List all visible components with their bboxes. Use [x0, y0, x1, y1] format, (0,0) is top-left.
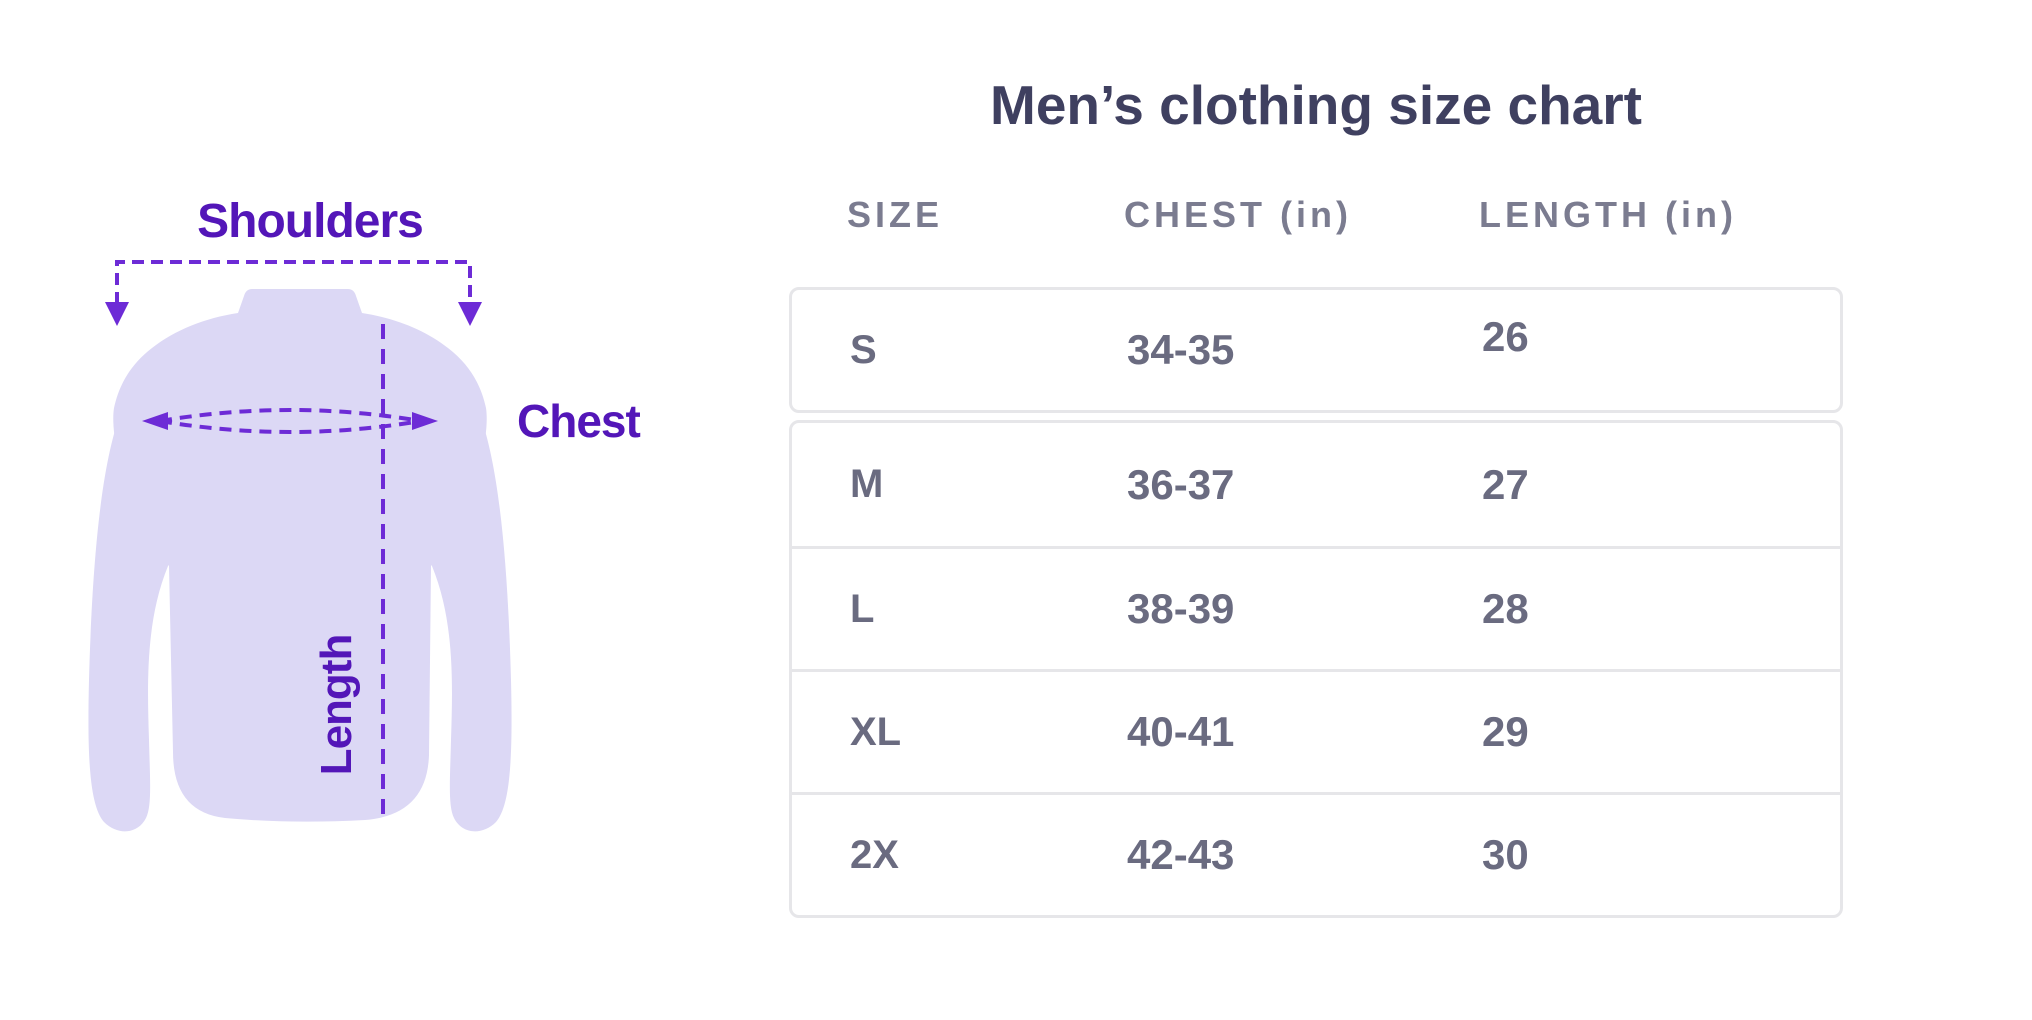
cell-chest: 40-41 [1127, 708, 1235, 755]
table-card-s: S 34-35 26 [789, 287, 1843, 413]
page-title: Men’s clothing size chart [990, 74, 1642, 136]
column-header-chest: CHEST (in) [1124, 194, 1352, 235]
table-card-rest: M 36-37 27 L 38-39 28 XL 40-41 29 2X 42-… [789, 420, 1843, 918]
shirt-body [113, 289, 487, 822]
shirt-measurement-diagram: Shoulders Chest Length [88, 195, 641, 832]
chest-label: Chest [517, 395, 640, 447]
chest-ellipse-bottom [159, 419, 422, 434]
table-row: S 34-35 26 [792, 290, 1840, 410]
cell-length: 30 [1482, 831, 1529, 878]
length-label: Length [312, 635, 361, 776]
chest-arrow-left [142, 412, 168, 430]
shoulders-label: Shoulders [197, 195, 423, 248]
cell-chest: 34-35 [1127, 326, 1235, 373]
column-header-length: LENGTH (in) [1479, 194, 1737, 235]
cell-chest: 42-43 [1127, 831, 1235, 878]
chest-arrow-right [412, 412, 438, 430]
cell-chest: 38-39 [1127, 585, 1235, 632]
cell-size: 2X [850, 832, 899, 877]
table-header-row: SIZE CHEST (in) LENGTH (in) [789, 194, 1843, 236]
cell-size: XL [850, 709, 902, 754]
shoulders-bracket-line [115, 260, 472, 304]
shoulders-arrow-left [105, 302, 129, 326]
cell-length: 29 [1482, 708, 1529, 755]
table-row: 2X 42-43 30 [792, 792, 1840, 915]
table-row: M 36-37 27 [792, 423, 1840, 546]
cell-length: 28 [1482, 585, 1529, 632]
cell-chest: 36-37 [1127, 460, 1235, 508]
shoulders-arrow-right [458, 302, 482, 326]
table-row: L 38-39 28 [792, 546, 1840, 669]
cell-size: S [850, 327, 877, 372]
cell-length: 27 [1482, 460, 1529, 508]
column-header-size: SIZE [847, 194, 944, 235]
cell-length: 26 [1482, 313, 1529, 360]
size-table: S 34-35 26 M 36-37 27 L 38-39 28 XL [789, 287, 1843, 918]
cell-size: L [850, 586, 875, 631]
table-row: XL 40-41 29 [792, 669, 1840, 792]
cell-size: M [850, 462, 884, 506]
chest-ellipse-top [159, 408, 422, 423]
